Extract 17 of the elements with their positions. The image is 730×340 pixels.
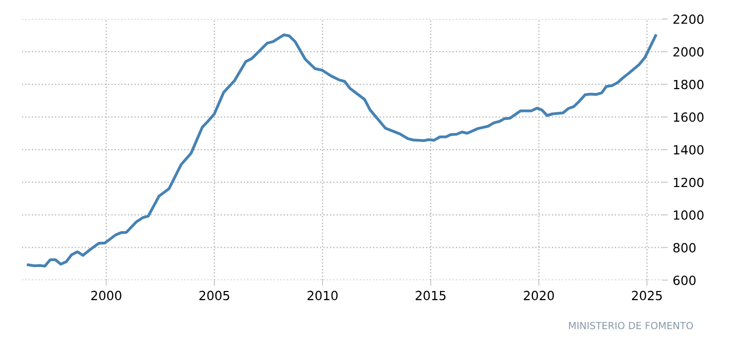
y-tick-label: 600	[673, 276, 696, 286]
y-tick-label: 1800	[674, 80, 704, 90]
x-tick-label: 2010	[308, 290, 338, 300]
y-tick-label: 800	[673, 242, 696, 252]
y-tick-label: 2000	[673, 47, 704, 57]
x-tick-label: 2000	[91, 290, 122, 300]
y-tick-label: 1600	[674, 112, 704, 122]
y-tick-label: 1200	[674, 178, 704, 188]
y-tick-label: 1000	[674, 210, 704, 220]
x-tick-label: 2025	[632, 290, 662, 300]
x-tick-label: 2015	[416, 290, 446, 300]
line-series	[26, 33, 658, 268]
text: MINISTERIO DE FOMENTO	[569, 322, 693, 330]
x-tick-label: 2020	[524, 290, 554, 300]
x-tick-label: 2005	[199, 290, 230, 300]
y-tick-label: 1400	[674, 145, 704, 155]
y-tick-label: 2200	[673, 14, 704, 24]
